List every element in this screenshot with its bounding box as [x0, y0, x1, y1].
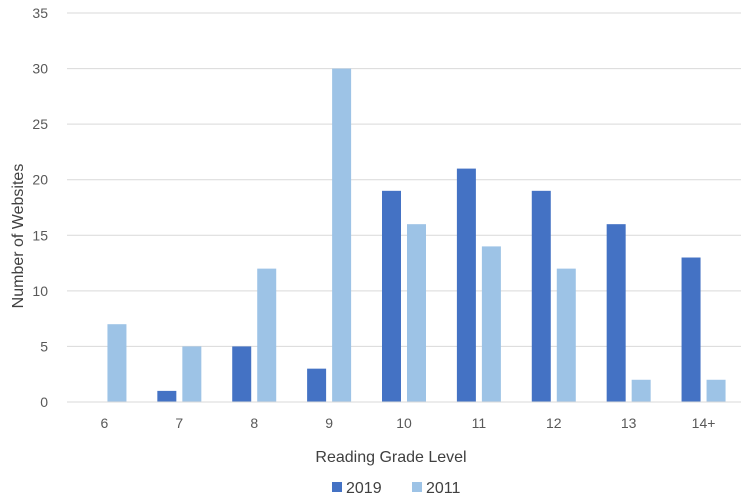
x-tick-label: 9 [325, 415, 333, 431]
y-tick-label: 15 [32, 227, 48, 243]
x-tick-label: 7 [175, 415, 183, 431]
legend-swatch-2019 [332, 482, 342, 492]
bar-2019-7 [157, 390, 177, 402]
bar-2019-9 [307, 368, 327, 402]
x-tick-label: 6 [101, 415, 109, 431]
x-tick-label: 13 [621, 415, 637, 431]
y-tick-label: 35 [32, 5, 48, 21]
bar-2011-11 [481, 246, 501, 402]
gridlines [67, 12, 741, 347]
bar-2019-14+ [681, 257, 701, 402]
bar-2011-13 [631, 379, 651, 402]
y-axis-title: Number of Websites [10, 164, 27, 309]
legend-label-2011: 2011 [426, 480, 461, 497]
bar-2011-10 [407, 224, 426, 402]
bar-2019-12 [531, 190, 551, 402]
bar-2019-13 [606, 224, 626, 402]
x-tick-label: 8 [250, 415, 258, 431]
x-axis-ticks: 6 7 8 9 10 11 12 13 14+ [101, 415, 716, 431]
x-axis-title: Reading Grade Level [315, 449, 466, 466]
bar-2011-12 [556, 268, 576, 402]
x-tick-label: 14+ [692, 415, 716, 431]
y-axis-ticks: 0 5 10 15 20 25 30 35 [32, 5, 48, 410]
bar-2011-9 [332, 68, 352, 403]
bar-2011-14+ [706, 379, 726, 402]
bar-2019-11 [456, 168, 476, 402]
y-tick-label: 20 [32, 172, 48, 188]
legend-label-2019: 2019 [346, 480, 382, 497]
bars [107, 68, 726, 403]
x-tick-label: 11 [472, 415, 487, 431]
bar-2011-7 [182, 346, 202, 402]
y-tick-label: 10 [32, 283, 48, 299]
y-tick-label: 25 [32, 116, 48, 132]
y-tick-label: 5 [40, 338, 48, 354]
bar-2011-8 [257, 268, 277, 402]
legend-swatch-2011 [412, 482, 422, 492]
bar-2019-10 [382, 190, 401, 402]
bar-2011-6 [107, 324, 127, 402]
x-tick-label: 12 [546, 415, 562, 431]
x-tick-label: 10 [396, 415, 412, 431]
bar-2019-8 [232, 346, 252, 402]
y-tick-label: 0 [40, 394, 48, 410]
y-tick-label: 30 [32, 61, 48, 77]
legend: 2019 2011 [332, 480, 461, 497]
